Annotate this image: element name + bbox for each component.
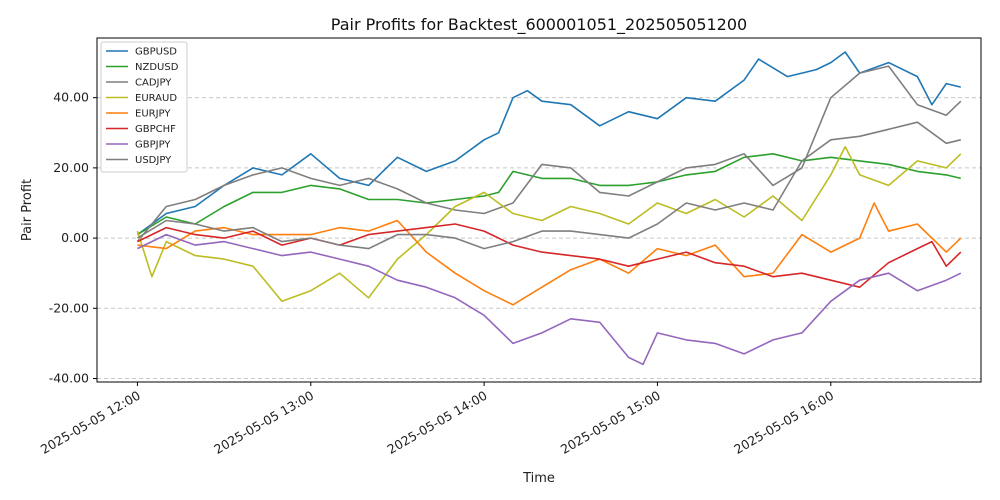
x-tick-label: 2025-05-05 15:00: [558, 388, 663, 457]
x-tick-label: 2025-05-05 16:00: [731, 388, 836, 457]
legend-box: [100, 41, 188, 173]
legend: GBPUSD NZDUSD CADJPY EURAUD EURJPY GBPCHF GBPJ…: [100, 41, 188, 173]
legend-label-gbpchf: GBPCHF: [135, 124, 176, 135]
grid-lines: [97, 97, 981, 379]
series-line-usdjpy: [136, 121, 961, 250]
series-line-gbpusd: [136, 51, 961, 236]
legend-label-gbpjpy: GBPJPY: [135, 140, 171, 151]
series-line-eurjpy: [137, 202, 962, 306]
legend-label-nzdusd: NZDUSD: [135, 62, 179, 73]
series-line-nzdusd: [136, 153, 961, 236]
series-line-gbpjpy: [137, 233, 962, 366]
y-axis-title: Pair Profit: [20, 179, 35, 241]
legend-label-eurjpy: EURJPY: [135, 109, 171, 120]
y-axis: -40.00 -20.00 0.00 20.00 40.00: [49, 90, 97, 385]
series-lines: [136, 51, 962, 366]
x-tick-label: 2025-05-05 13:00: [211, 388, 316, 457]
legend-label-cadjpy: CADJPY: [135, 78, 172, 89]
series-line-gbpchf: [137, 223, 962, 289]
y-tick-label: 20.00: [53, 160, 89, 175]
legend-label-euraud: EURAUD: [135, 93, 177, 104]
y-tick-label: -20.00: [49, 300, 89, 315]
x-axis-title: Time: [522, 471, 555, 486]
y-tick-label: 40.00: [53, 90, 89, 105]
series-line-euraud: [136, 146, 962, 303]
x-tick-label: 2025-05-05 14:00: [385, 388, 490, 457]
y-tick-label: -40.00: [49, 370, 89, 385]
y-tick-label: 0.00: [61, 230, 89, 245]
series-line-cadjpy: [136, 65, 962, 243]
x-tick-label: 2025-05-05 12:00: [38, 388, 143, 457]
legend-label-gbpusd: GBPUSD: [135, 47, 177, 58]
plot-frame: [96, 37, 982, 383]
x-axis: 2025-05-05 12:00 2025-05-05 13:00 2025-05-…: [38, 382, 836, 457]
legend-label-usdjpy: USDJPY: [135, 155, 172, 166]
chart-title: Pair Profits for Backtest_600001051_2025…: [331, 15, 747, 35]
